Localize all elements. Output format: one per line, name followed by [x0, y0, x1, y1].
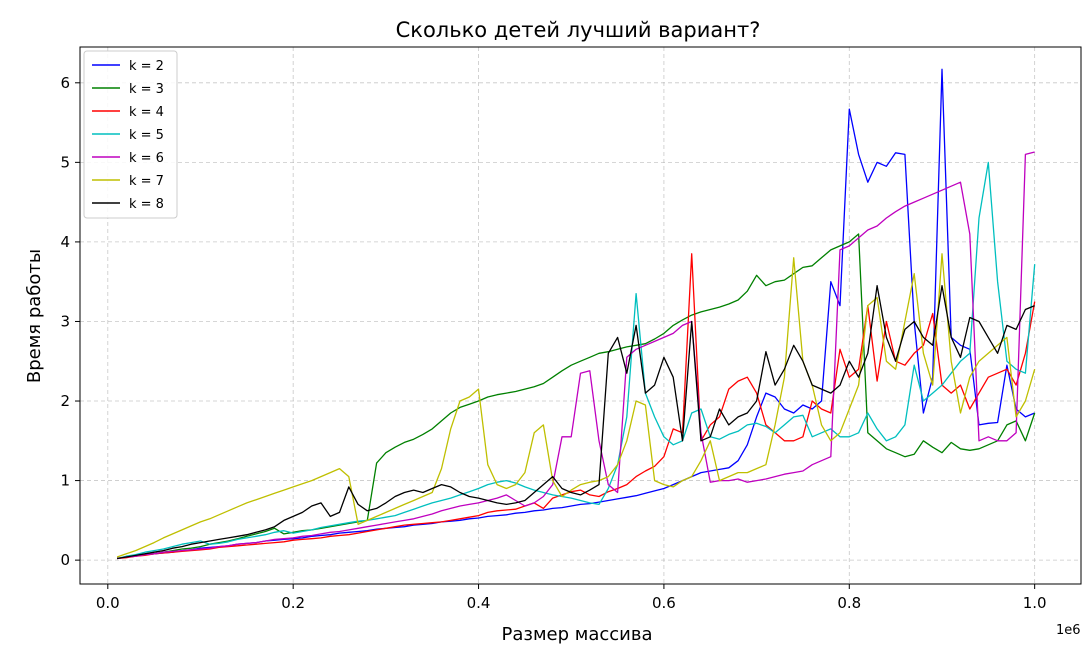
legend-label: k = 4: [129, 105, 164, 120]
y-tick-label: 1: [60, 472, 70, 490]
y-tick-label: 2: [60, 392, 70, 410]
series-line: [117, 253, 1036, 560]
x-tick-label: 0.4: [467, 594, 491, 612]
x-tick-label: 0.0: [96, 594, 120, 612]
y-tick-label: 4: [60, 233, 70, 251]
y-tick-label: 0: [60, 551, 70, 569]
chart-title: Сколько детей лучший вариант?: [396, 18, 761, 42]
x-axis-offset-label: 1e6: [1056, 623, 1081, 638]
legend: k = 2 k = 3 k = 4 k = 5 k = 6 k = 7 k = 8: [83, 50, 178, 219]
series-line: [116, 233, 1036, 560]
y-axis: 0 1 2 3 4 5 6: [60, 74, 80, 569]
legend-label: k = 8: [129, 197, 164, 212]
legend-box: [83, 50, 178, 219]
grid-lines: [80, 47, 1081, 584]
legend-label: k = 6: [129, 151, 164, 166]
series-line: [116, 161, 1036, 560]
legend-label: k = 3: [129, 82, 164, 97]
x-tick-label: 0.2: [281, 594, 305, 612]
legend-label: k = 5: [129, 128, 164, 143]
y-tick-label: 3: [60, 312, 70, 330]
series-line: [116, 253, 1036, 558]
y-tick-label: 6: [60, 74, 70, 92]
y-axis-label: Время работы: [24, 249, 45, 383]
legend-label: k = 2: [129, 59, 164, 74]
x-axis: 0.0 0.2 0.4 0.6 0.8 1.0: [96, 584, 1047, 612]
legend-label: k = 7: [129, 174, 164, 189]
series-line: [116, 285, 1035, 560]
x-axis-label: Размер массива: [502, 624, 653, 645]
series-lines: [116, 68, 1036, 560]
plot-area-frame: [79, 46, 1082, 585]
y-tick-label: 5: [60, 153, 70, 171]
x-tick-label: 0.6: [652, 594, 676, 612]
x-tick-label: 1.0: [1023, 594, 1047, 612]
series-line: [116, 151, 1035, 560]
x-tick-label: 0.8: [837, 594, 861, 612]
